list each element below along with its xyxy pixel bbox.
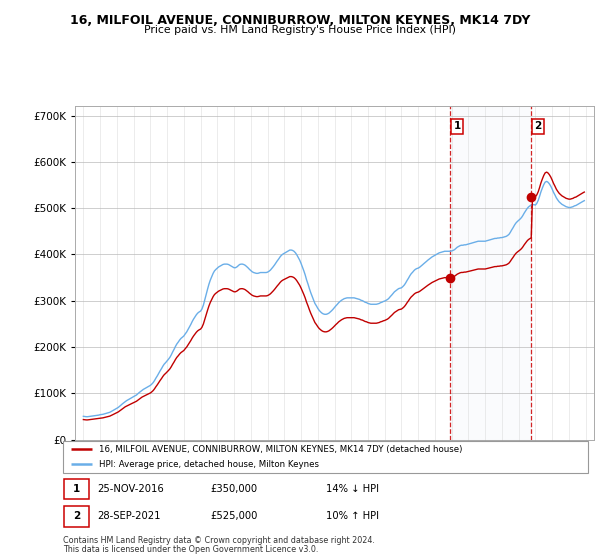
Text: 2: 2	[535, 122, 542, 132]
Text: £350,000: £350,000	[210, 484, 257, 494]
Text: This data is licensed under the Open Government Licence v3.0.: This data is licensed under the Open Gov…	[63, 545, 319, 554]
Text: 28-SEP-2021: 28-SEP-2021	[97, 511, 161, 521]
Text: 1: 1	[454, 122, 461, 132]
Text: 16, MILFOIL AVENUE, CONNIBURROW, MILTON KEYNES, MK14 7DY (detached house): 16, MILFOIL AVENUE, CONNIBURROW, MILTON …	[98, 445, 462, 454]
Text: Price paid vs. HM Land Registry's House Price Index (HPI): Price paid vs. HM Land Registry's House …	[144, 25, 456, 35]
Text: £525,000: £525,000	[210, 511, 257, 521]
Bar	[64, 506, 89, 526]
Text: HPI: Average price, detached house, Milton Keynes: HPI: Average price, detached house, Milt…	[98, 460, 319, 469]
Text: 14% ↓ HPI: 14% ↓ HPI	[325, 484, 379, 494]
Bar	[450, 106, 531, 440]
Text: 1: 1	[73, 484, 80, 494]
Text: 25-NOV-2016: 25-NOV-2016	[97, 484, 164, 494]
Bar	[64, 479, 89, 499]
Text: 2: 2	[73, 511, 80, 521]
Text: 10% ↑ HPI: 10% ↑ HPI	[325, 511, 379, 521]
Text: 16, MILFOIL AVENUE, CONNIBURROW, MILTON KEYNES, MK14 7DY: 16, MILFOIL AVENUE, CONNIBURROW, MILTON …	[70, 14, 530, 27]
Text: Contains HM Land Registry data © Crown copyright and database right 2024.: Contains HM Land Registry data © Crown c…	[63, 536, 375, 545]
